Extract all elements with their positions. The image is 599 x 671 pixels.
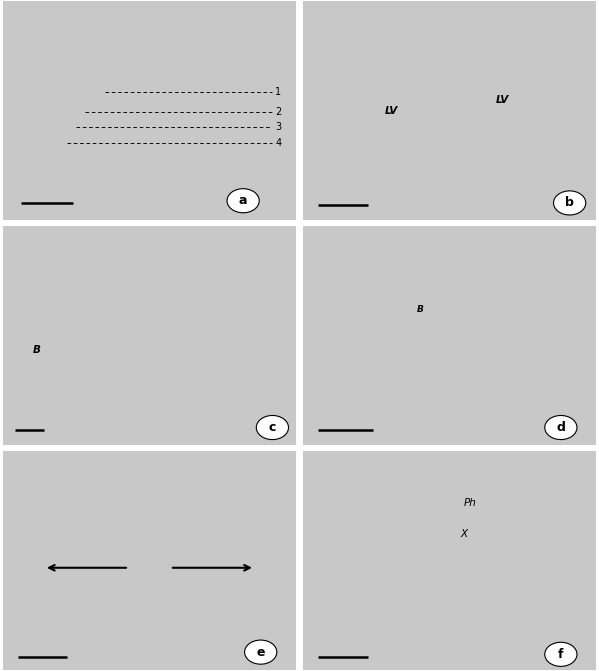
Text: 1: 1 bbox=[276, 87, 282, 97]
Text: 4: 4 bbox=[276, 138, 282, 148]
Circle shape bbox=[544, 642, 577, 666]
Text: f: f bbox=[558, 648, 564, 661]
Text: LV: LV bbox=[495, 95, 509, 105]
Circle shape bbox=[544, 415, 577, 440]
Text: 2: 2 bbox=[276, 107, 282, 117]
Text: c: c bbox=[269, 421, 276, 434]
Circle shape bbox=[553, 191, 586, 215]
Text: LV: LV bbox=[385, 106, 398, 116]
Circle shape bbox=[244, 640, 277, 664]
Text: B: B bbox=[33, 345, 41, 355]
Text: b: b bbox=[565, 197, 574, 209]
Circle shape bbox=[227, 189, 259, 213]
Text: e: e bbox=[256, 646, 265, 659]
Text: X: X bbox=[461, 529, 468, 539]
Text: B: B bbox=[417, 305, 423, 314]
Text: Ph: Ph bbox=[464, 498, 477, 508]
Circle shape bbox=[256, 415, 289, 440]
Text: a: a bbox=[239, 194, 247, 207]
Text: 3: 3 bbox=[276, 122, 282, 132]
Text: d: d bbox=[556, 421, 565, 434]
